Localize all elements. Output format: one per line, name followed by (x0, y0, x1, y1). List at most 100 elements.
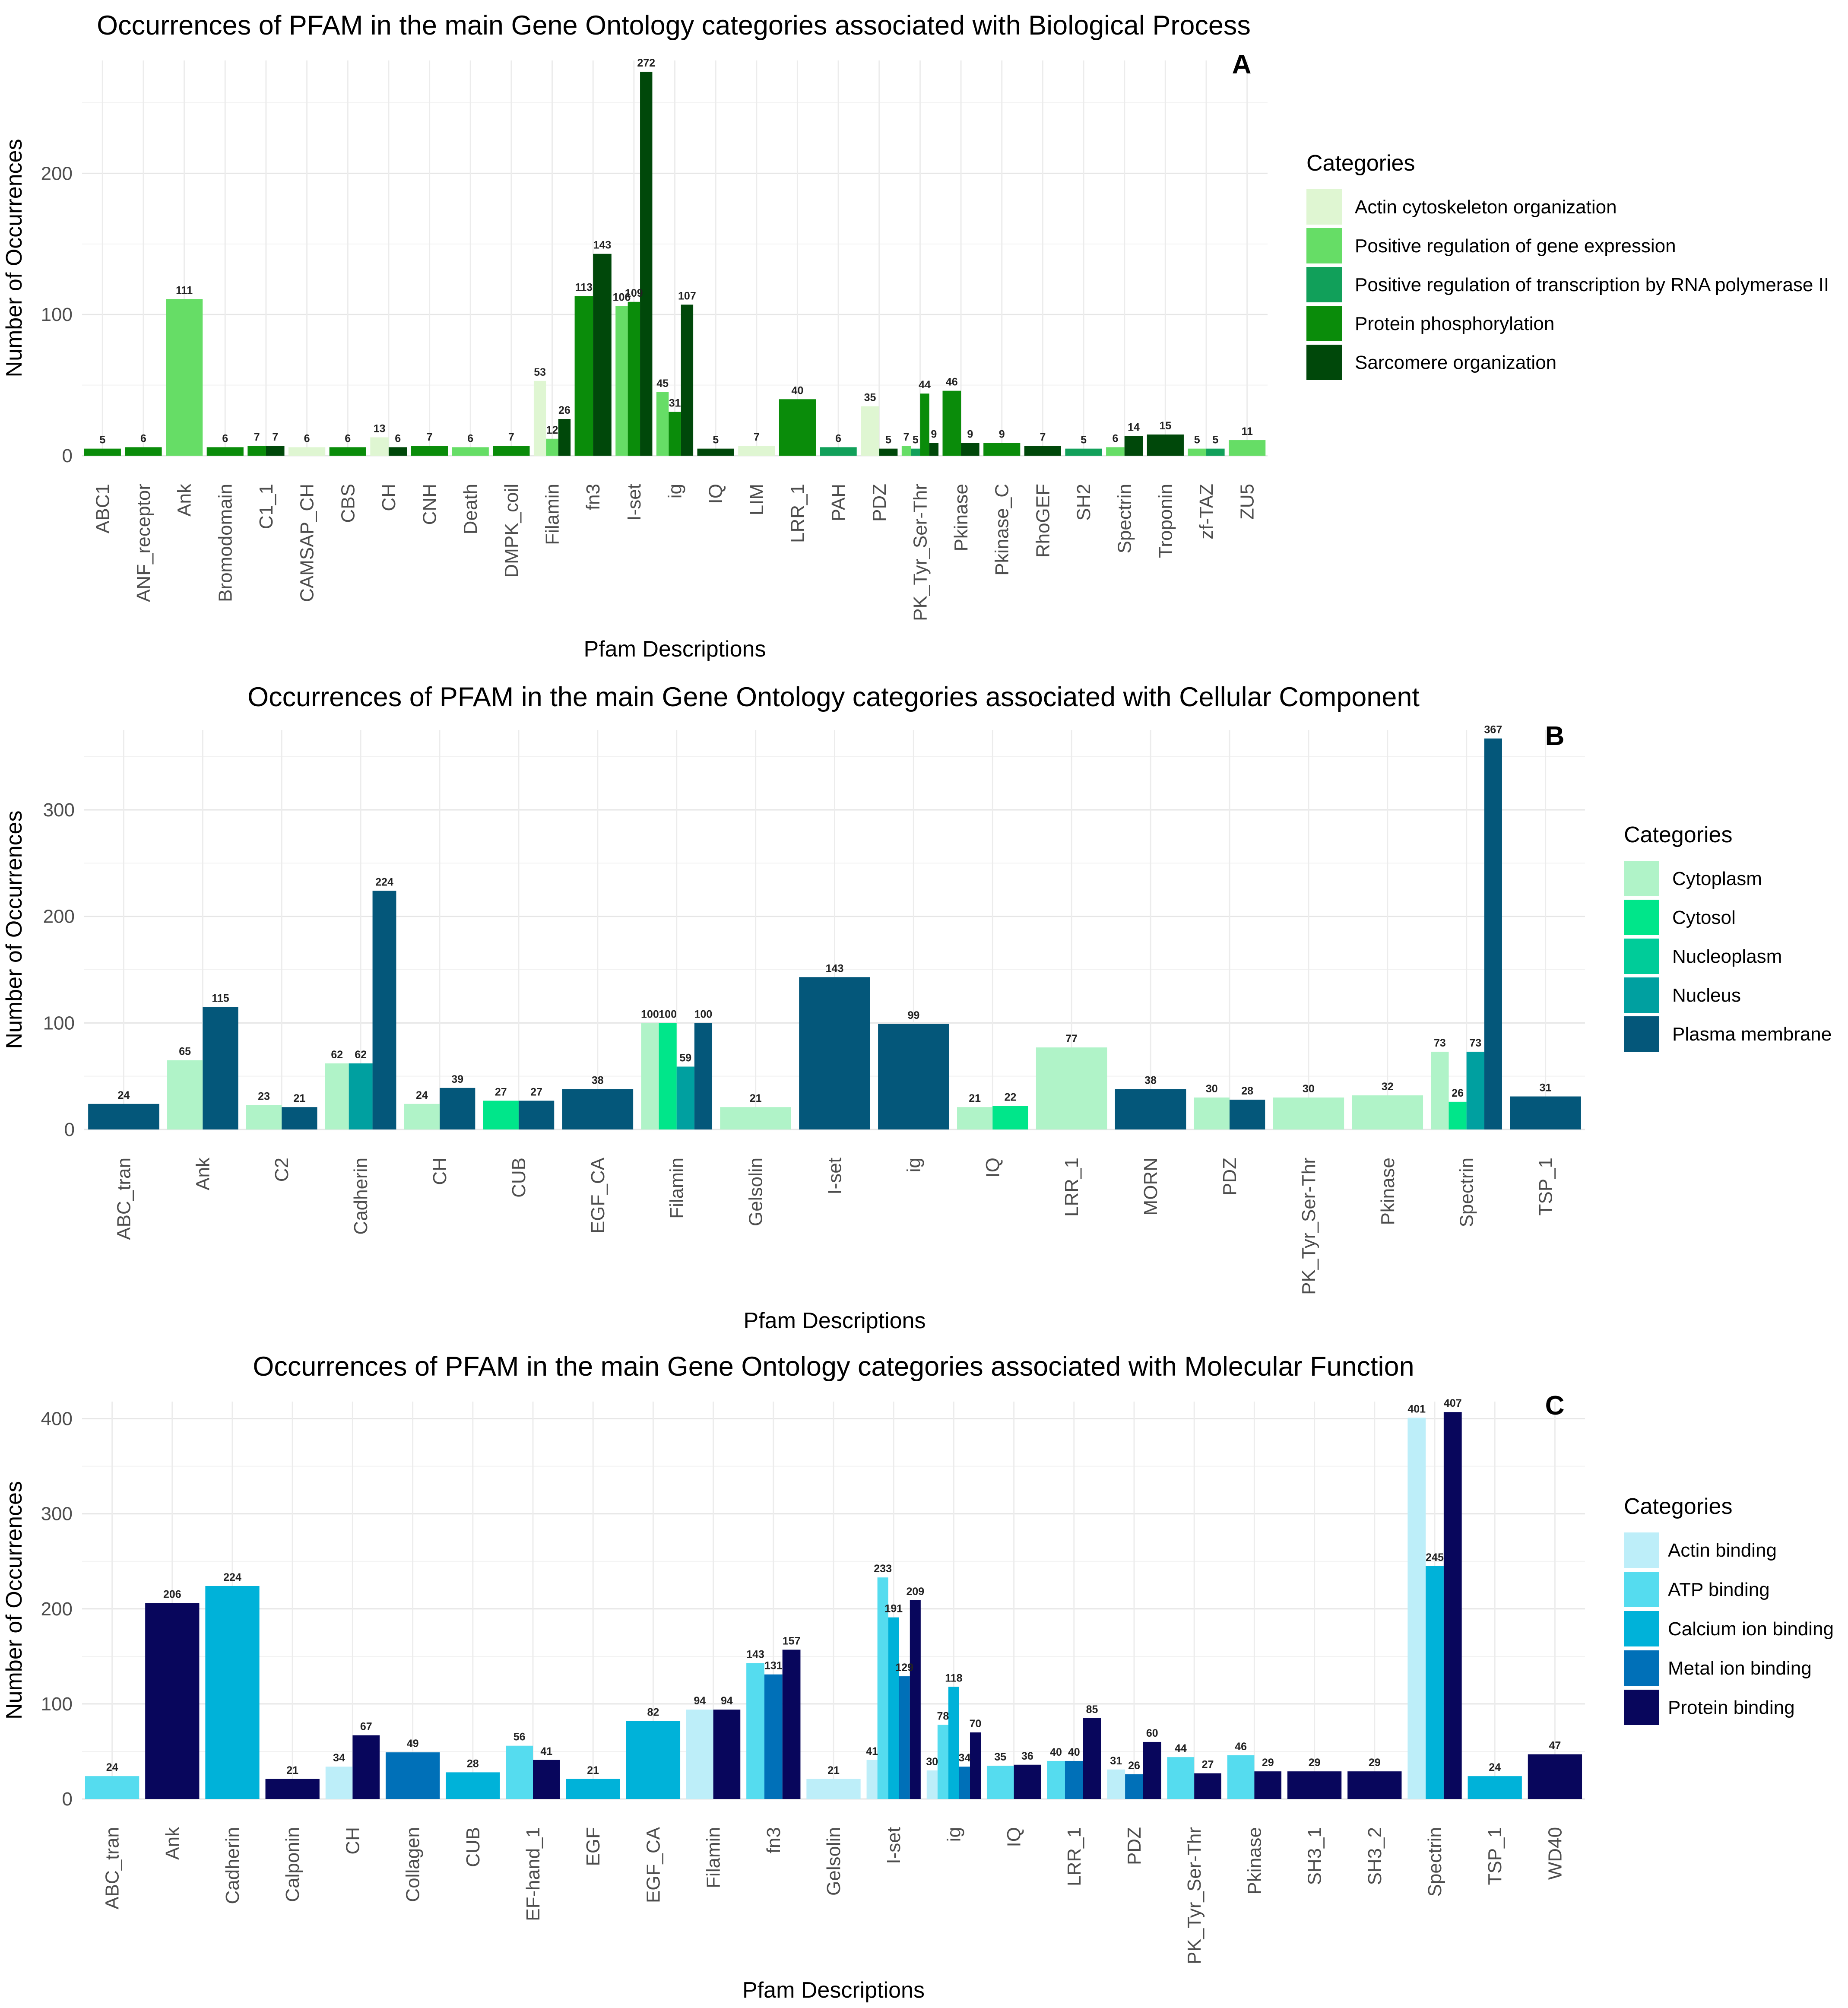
bar-I-set-atp-binding (877, 1577, 888, 1799)
x-tick-label: CNH (419, 484, 441, 525)
y-tick-label: 100 (41, 304, 73, 325)
x-tick-label: I-set (824, 1158, 846, 1195)
bar-value-label: 34 (333, 1752, 345, 1764)
bar-ABC_tran-plasma-membrane (88, 1104, 159, 1129)
bar-Cadherin-cytoplasm (325, 1063, 349, 1129)
panel-letter: B (1545, 721, 1565, 751)
bar-fn3-protein-phosphorylation (574, 296, 593, 456)
x-tick-label: Pkinase (951, 484, 972, 552)
bar-EF-hand_1-atp-binding (506, 1745, 533, 1799)
legend-swatch (1624, 977, 1659, 1013)
bar-CH-actin-binding (325, 1767, 353, 1799)
bar-PAH-positive-regulation-of-transcription-by-rna-polymerase-ii (820, 447, 857, 456)
bar-TSP_1-calcium-ion-binding (1468, 1776, 1522, 1799)
bar-value-label: 21 (969, 1092, 981, 1104)
bar-value-label: 6 (395, 432, 401, 444)
bar-Spectrin-plasma-membrane (1484, 738, 1502, 1129)
bar-value-label: 107 (678, 290, 696, 302)
bar-value-label: 85 (1086, 1703, 1098, 1716)
y-tick-label: 200 (41, 1599, 73, 1620)
x-tick-label: SH3_1 (1304, 1827, 1325, 1885)
legend-swatch (1624, 1532, 1659, 1568)
bar-value-label: 5 (713, 434, 719, 446)
bar-value-label: 100 (641, 1008, 659, 1020)
legend-label: Nucleus (1672, 985, 1741, 1006)
bar-value-label: 5 (913, 434, 919, 446)
bar-PK_Tyr_Ser-Thr-protein-phosphorylation (920, 393, 929, 456)
bar-value-label: 111 (176, 284, 193, 296)
bar-value-label: 21 (750, 1092, 762, 1104)
bar-value-label: 31 (1110, 1755, 1122, 1767)
y-axis-label: Number of Occurrences (2, 811, 27, 1049)
bar-value-label: 143 (593, 239, 612, 251)
bar-IQ-sarcomere-organization (697, 448, 734, 456)
bar-PK_Tyr_Ser-Thr-sarcomere-organization (929, 443, 939, 456)
bar-value-label: 30 (926, 1756, 938, 1768)
bar-value-label: 109 (625, 287, 643, 299)
bar-IQ-cytosol (992, 1106, 1028, 1129)
bar-CH-protein-binding (352, 1735, 380, 1799)
x-tick-label: CUB (508, 1158, 529, 1198)
x-tick-label: CH (429, 1158, 450, 1185)
chart-title: Occurrences of PFAM in the main Gene Ont… (97, 10, 1251, 41)
legend-label: Positive regulation of gene expression (1355, 235, 1676, 257)
x-tick-label: LRR_1 (1064, 1827, 1085, 1886)
bar-value-label: 29 (1309, 1757, 1321, 1769)
bar-I-set-metal-ion-binding (899, 1676, 910, 1799)
bar-value-label: 34 (959, 1752, 971, 1764)
legend-label: Calcium ion binding (1668, 1618, 1834, 1640)
legend-swatch (1306, 345, 1342, 380)
bar-Spectrin-nucleus (1466, 1051, 1484, 1129)
legend: Categories Actin binding ATP binding Calciu… (1624, 1494, 1834, 1725)
x-tick-label: RhoGEF (1032, 484, 1053, 558)
x-tick-label: PK_Tyr_Ser-Thr (1184, 1827, 1205, 1964)
bar-CAMSAP_CH-actin-cytoskeleton-organization (288, 447, 326, 456)
bar-C2-cytoplasm (246, 1105, 282, 1129)
x-tick-label: EGF_CA (587, 1157, 609, 1234)
x-tick-label: IQ (1004, 1827, 1025, 1847)
x-tick-label: Filamin (703, 1827, 724, 1888)
bar-value-label: 47 (1549, 1740, 1561, 1752)
y-tick-label: 100 (43, 1012, 75, 1034)
x-tick-label: I-set (624, 484, 645, 521)
bar-SH3_1-protein-binding (1287, 1771, 1342, 1799)
bars (85, 1412, 1582, 1799)
legend-title: Categories (1306, 151, 1415, 176)
bar-value-label: 30 (1303, 1083, 1315, 1095)
bar-SH3_2-protein-binding (1347, 1771, 1402, 1799)
bar-value-label: 5 (1212, 434, 1218, 446)
bar-ig-calcium-ion-binding (948, 1687, 959, 1799)
x-tick-label: Spectrin (1424, 1827, 1445, 1897)
bar-ig-positive-regulation-of-gene-expression (656, 392, 669, 456)
x-tick-label: Ank (162, 1827, 183, 1860)
bar-value-label: 9 (931, 428, 937, 441)
bar-value-label: 24 (106, 1761, 118, 1773)
bar-ig-protein-binding (970, 1732, 981, 1799)
bar-ANF_receptor-protein-phosphorylation (125, 447, 162, 456)
bar-PDZ-actin-cytoskeleton-organization (861, 406, 879, 456)
bar-value-label: 5 (1081, 434, 1087, 446)
bar-value-label: 407 (1444, 1397, 1462, 1409)
bar-PK_Tyr_Ser-Thr-positive-regulation-of-gene-expression (901, 446, 911, 456)
x-tick-label: PAH (828, 484, 849, 521)
x-tick-label: CH (342, 1827, 363, 1855)
x-tick-label: IQ (982, 1158, 1003, 1177)
legend-label: Cytoplasm (1672, 868, 1762, 889)
bar-ig-sarcomere-organization (681, 305, 694, 456)
bar-value-label: 100 (659, 1008, 677, 1020)
legend-swatch (1306, 189, 1342, 225)
bar-value-label: 7 (272, 431, 278, 443)
bar-C1_1-protein-phosphorylation (247, 446, 266, 456)
bar-value-label: 6 (140, 432, 146, 444)
y-tick-label: 0 (62, 445, 73, 466)
bar-value-label: 24 (118, 1089, 130, 1101)
x-tick-label: LRR_1 (1061, 1158, 1082, 1217)
bar-Pkinase-sarcomere-organization (961, 443, 979, 456)
bar-I-set-positive-regulation-of-gene-expression (615, 306, 628, 456)
bar-value-label: 27 (530, 1086, 542, 1098)
legend-swatch (1306, 267, 1342, 302)
bar-CH-actin-cytoskeleton-organization (370, 437, 389, 456)
bar-value-label: 401 (1407, 1403, 1426, 1415)
